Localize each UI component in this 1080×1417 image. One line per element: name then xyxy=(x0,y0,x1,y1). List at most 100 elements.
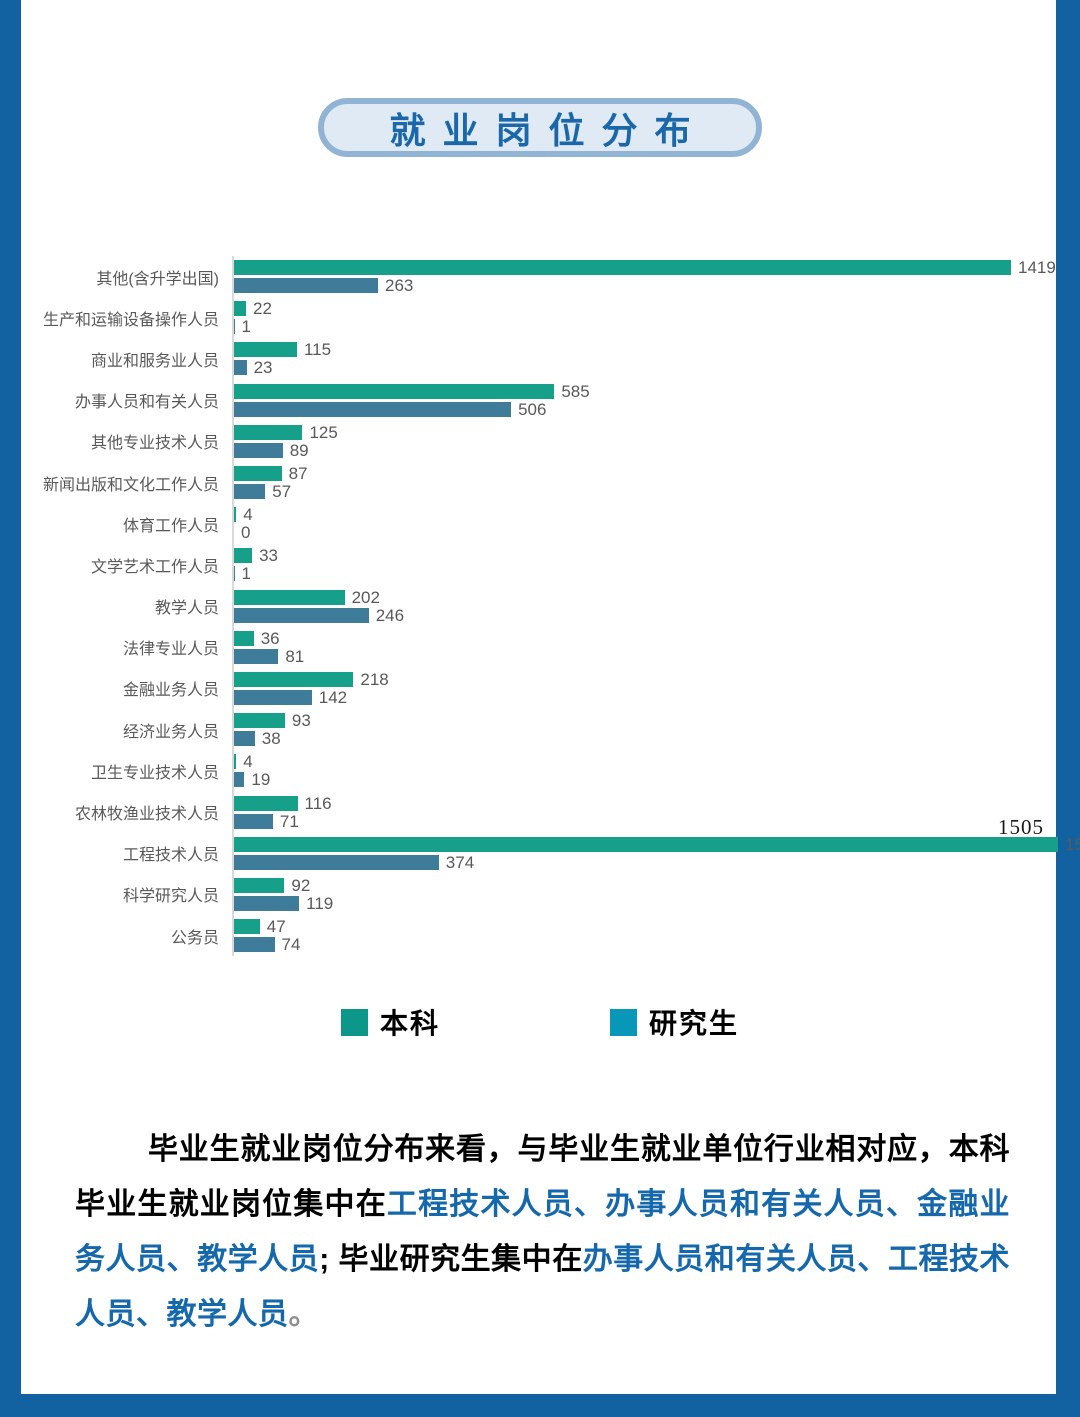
bar-line: 585 xyxy=(234,381,1080,401)
bar-value-label: 38 xyxy=(261,729,281,749)
summary-text-run: 工程技术人员、办事人员和有关人员、金融业务人员、教学人员 xyxy=(75,1188,1011,1276)
bar-value-label: 89 xyxy=(289,440,309,460)
bar-value-label: 71 xyxy=(279,811,299,831)
category-label: 卫生专业技术人员 xyxy=(90,764,219,782)
bar-value-label: 125 xyxy=(309,422,338,442)
legend-label-undergraduate: 本科 xyxy=(379,1008,440,1039)
bar-line: 1505 xyxy=(234,836,1080,853)
bar-line: 142 xyxy=(234,689,1080,706)
chart-row: 新闻出版和文化工作人员 87 57 xyxy=(0,462,1080,503)
category-label: 体育工作人员 xyxy=(122,517,219,535)
bar-line: 71 xyxy=(234,811,1080,831)
summary-paragraph: 毕业生就业岗位分布来看，与毕业生就业单位行业相对应，本科毕业生就业岗位集中在工程… xyxy=(75,1122,1010,1342)
category-label: 教学人员 xyxy=(154,600,219,618)
bar-line: 125 xyxy=(234,422,1080,442)
bar-group: 1505 374 xyxy=(234,836,1080,871)
bar-value-label: 33 xyxy=(259,546,278,566)
bar-value-label: 47 xyxy=(266,917,286,937)
bar-line: 0 xyxy=(234,524,1080,541)
category-label: 农林牧渔业技术人员 xyxy=(74,806,219,824)
bar-undergraduate xyxy=(234,507,237,523)
bar-line: 89 xyxy=(234,440,1080,460)
bar-value-label: 4 xyxy=(243,752,253,772)
category-label: 公务员 xyxy=(170,929,219,947)
bar-group: 87 57 xyxy=(234,464,1080,500)
bar-group: 585 506 xyxy=(234,381,1080,418)
bar-value-label: 87 xyxy=(288,464,308,484)
bar-value-label: 81 xyxy=(285,646,305,666)
bar-line: 57 xyxy=(234,483,1080,500)
bar-value-label: 1419 xyxy=(1018,258,1056,278)
summary-text-run: 。 xyxy=(288,1298,319,1331)
bar-value-label: 4 xyxy=(243,505,253,525)
bar-graduate xyxy=(234,895,300,911)
legend-swatch-undergraduate xyxy=(340,1008,368,1036)
bar-line: 202 xyxy=(234,587,1080,607)
chart-row: 教学人员 202 246 xyxy=(0,586,1080,627)
bar-line: 23 xyxy=(234,359,1080,376)
bar-undergraduate xyxy=(234,919,260,935)
summary-text-run: 办事人员和有关人员、工程技术人员、教学人员 xyxy=(75,1243,1011,1331)
legend-label-graduate: 研究生 xyxy=(649,1008,740,1039)
bar-value-label: 263 xyxy=(385,276,414,296)
category-label: 其他专业技术人员 xyxy=(90,435,219,453)
bar-line: 22 xyxy=(234,300,1080,317)
bar-line: 115 xyxy=(234,340,1080,360)
category-label: 工程技术人员 xyxy=(122,847,219,865)
bar-value-label: 585 xyxy=(561,381,590,401)
bar-value-label: 116 xyxy=(304,793,332,813)
bar-value-label: 92 xyxy=(291,875,311,895)
bar-chart: 其他(含升学出国) 1419 263 生产和运输设备操作人员 22 1 商业和服务业人员 11… xyxy=(0,256,1080,958)
category-label: 生产和运输设备操作人员 xyxy=(42,311,219,329)
bar-line: 38 xyxy=(234,729,1080,749)
bar-group: 22 1 xyxy=(234,300,1080,335)
summary-text-run: 毕业生就业岗位分布来看，与毕业生就业单位行业相对应，本科毕业生就业岗位集中在 xyxy=(75,1133,1010,1221)
bar-line: 1 xyxy=(234,564,1080,584)
bar-line: 116 xyxy=(234,793,1080,813)
bar-graduate xyxy=(234,360,247,376)
category-label: 其他(含升学出国) xyxy=(96,270,219,288)
bar-undergraduate xyxy=(234,589,345,605)
chart-row: 卫生专业技术人员 4 19 xyxy=(0,750,1080,791)
summary-text-run: ; 毕业研究生集中在 xyxy=(319,1243,583,1276)
chart-row: 法律专业人员 36 81 xyxy=(0,627,1080,668)
category-label: 文学艺术工作人员 xyxy=(90,558,219,576)
bar-value-label: 202 xyxy=(351,587,380,607)
bar-graduate xyxy=(234,731,255,747)
bar-line: 4 xyxy=(234,505,1080,525)
bar-undergraduate xyxy=(234,836,1059,852)
bar-graduate xyxy=(234,772,245,788)
bar-group: 115 23 xyxy=(234,340,1080,376)
bar-group: 1419 263 xyxy=(234,258,1080,296)
bar-value-label: 1 xyxy=(241,564,252,584)
bar-line: 19 xyxy=(234,771,1080,788)
engineering-bar-annotation: 1505 xyxy=(998,815,1044,839)
chart-row: 工程技术人员 1505 374 xyxy=(0,833,1080,874)
bar-group: 116 71 xyxy=(234,793,1080,831)
chart-row: 生产和运输设备操作人员 22 1 xyxy=(0,297,1080,338)
bar-value-label: 119 xyxy=(306,893,334,913)
page-border-right xyxy=(1056,0,1080,1417)
bar-line: 74 xyxy=(234,936,1080,953)
bar-value-label: 218 xyxy=(360,669,389,689)
chart-row: 金融业务人员 218 142 xyxy=(0,668,1080,709)
legend-swatch-graduate xyxy=(610,1008,637,1036)
bar-graduate xyxy=(234,566,235,582)
bar-group: 33 1 xyxy=(234,546,1080,584)
bar-value-label: 93 xyxy=(291,711,311,731)
bar-line: 4 xyxy=(234,752,1080,772)
bar-graduate xyxy=(234,648,279,664)
bar-line: 263 xyxy=(234,276,1080,296)
category-label: 商业和服务业人员 xyxy=(90,352,219,370)
chart-row: 农林牧渔业技术人员 116 71 xyxy=(0,791,1080,832)
category-label: 办事人员和有关人员 xyxy=(74,394,219,412)
bar-group: 125 89 xyxy=(234,422,1080,460)
bar-graduate xyxy=(234,319,235,335)
bar-value-label: 115 xyxy=(303,340,332,360)
bar-line: 87 xyxy=(234,464,1080,484)
legend-item-graduate: 研究生 xyxy=(610,1002,739,1042)
chart-rows: 其他(含升学出国) 1419 263 生产和运输设备操作人员 22 1 商业和服务业人员 11… xyxy=(0,256,1080,956)
bar-line: 1419 xyxy=(234,258,1080,278)
bar-undergraduate xyxy=(234,301,247,317)
